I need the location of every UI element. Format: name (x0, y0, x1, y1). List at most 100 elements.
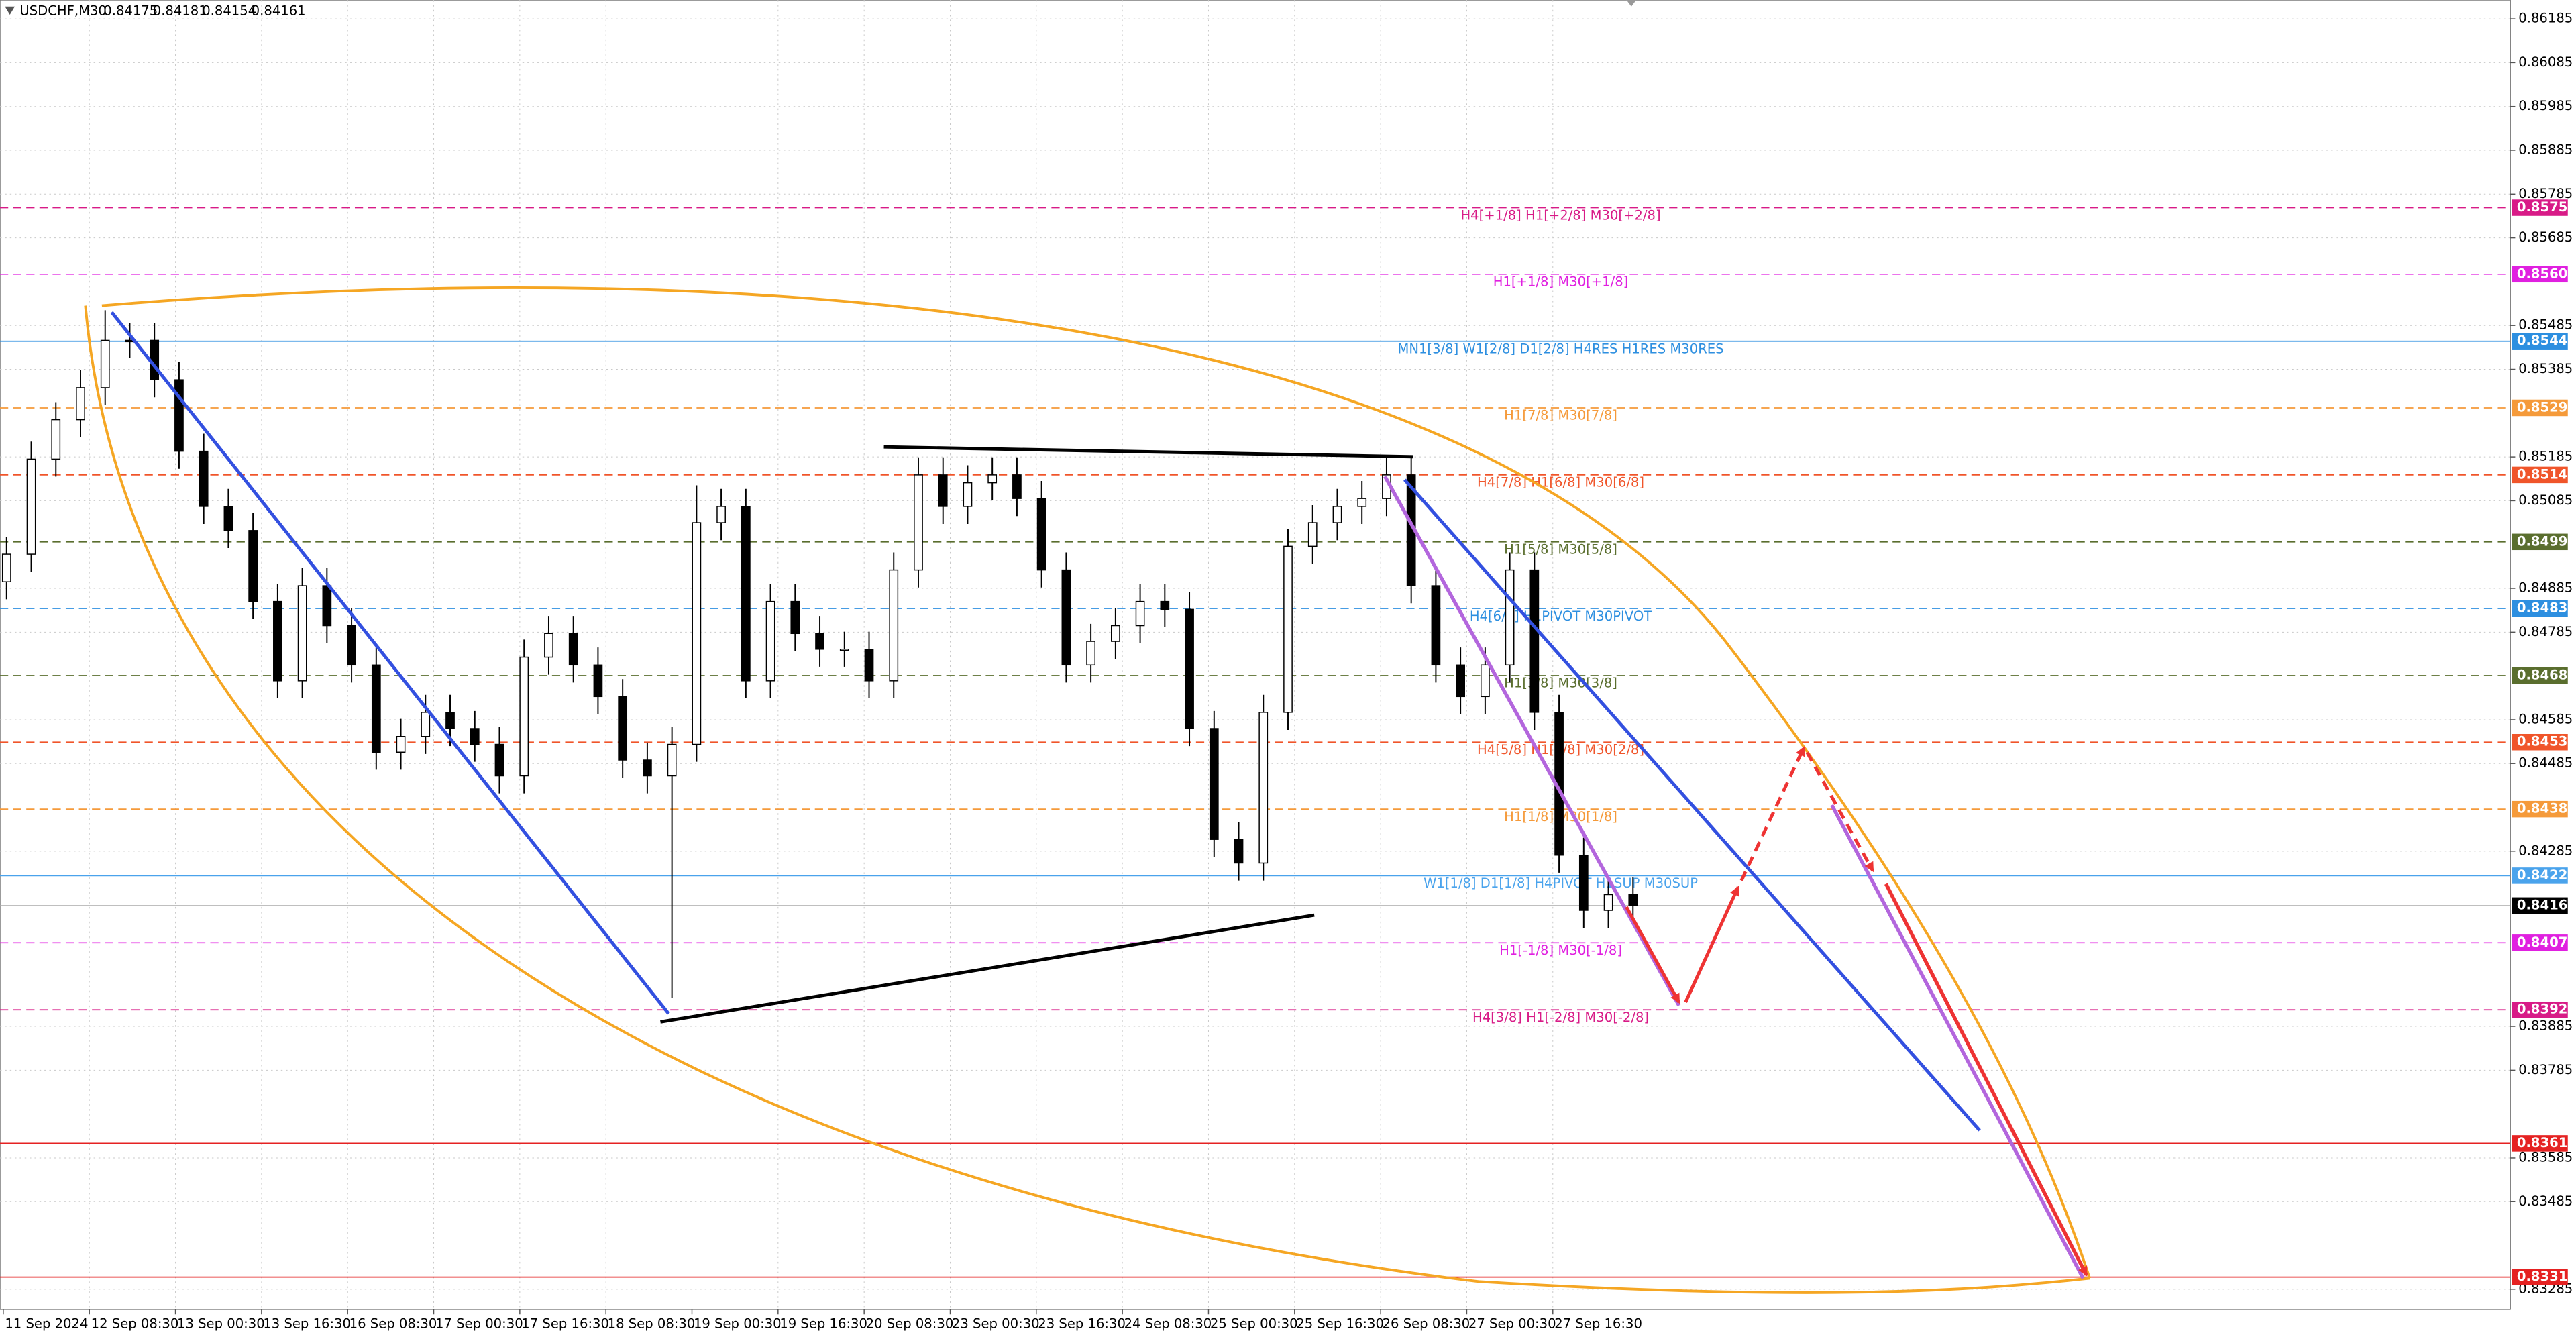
candle-body (199, 450, 209, 507)
y-tick-label: 0.84485 (2518, 755, 2573, 771)
candle-body (223, 506, 233, 531)
x-tick-label: 23 Sep 00:30 (952, 1316, 1040, 1331)
candle-body (1, 553, 11, 582)
candle-body (51, 419, 61, 460)
candle-body (1135, 600, 1145, 627)
candle-body (1086, 641, 1095, 666)
x-tick-label: 25 Sep 16:30 (1296, 1316, 1384, 1331)
candle-body (1332, 506, 1342, 523)
candle-body (692, 522, 702, 745)
arrow (1805, 751, 1874, 873)
x-tick-label: 17 Sep 00:30 (435, 1316, 523, 1331)
y-tick-label: 0.84885 (2518, 580, 2573, 596)
y-tick-label: 0.85085 (2518, 492, 2573, 508)
level-tag (2512, 266, 2568, 283)
level-label: H1[7/8] M30[7/8] (1504, 408, 1617, 423)
level-tag-label: 0.85602 (2517, 266, 2576, 281)
arrow (1684, 886, 1740, 1003)
trend-line (1383, 475, 1681, 1007)
level-tag (2512, 1001, 2568, 1018)
level-tag (2512, 199, 2568, 216)
candle-body (1578, 854, 1589, 911)
level-tag-label: 0.85754 (2517, 199, 2576, 215)
shift-marker (1626, 0, 1637, 7)
y-tick-label: 0.83885 (2518, 1018, 2573, 1034)
candle-body (1061, 569, 1071, 666)
level-tag-label: 0.84839 (2517, 600, 2576, 616)
arrow (1884, 883, 2088, 1277)
candle-body (741, 506, 751, 682)
candle-body (396, 736, 406, 753)
level-tag (2512, 667, 2568, 684)
candle-body (815, 633, 824, 650)
level-label: H1[3/8] M30[3/8] (1504, 676, 1617, 691)
x-tick-label: 26 Sep 08:30 (1383, 1316, 1470, 1331)
menu-icon[interactable] (5, 6, 15, 15)
level-label: H1[5/8] M30[5/8] (1504, 542, 1617, 557)
x-tick-label: 17 Sep 16:30 (521, 1316, 609, 1331)
candle-body (643, 759, 652, 777)
candle-body (1357, 498, 1367, 507)
y-tick-label: 0.85685 (2518, 229, 2573, 245)
levels: H4[+1/8] H1[+2/8] M30[+2/8] H1[+1/8] M30[… (0, 207, 2511, 1278)
header-price: 0.84175 (103, 3, 158, 19)
candle-body (1036, 498, 1046, 571)
candle-body (174, 379, 184, 452)
y-tick-label: 0.85185 (2518, 449, 2573, 464)
candle-body (1283, 545, 1293, 713)
candle-body (322, 585, 332, 627)
x-tick-label: 24 Sep 08:30 (1124, 1316, 1212, 1331)
candle-body (347, 625, 356, 666)
candle-body (963, 482, 973, 507)
y-tick-label: 0.84585 (2518, 711, 2573, 727)
header-price: 0.84161 (252, 3, 306, 19)
candle-body (544, 633, 553, 658)
level-tag-label: 0.84991 (2517, 533, 2576, 549)
level-label: H4[7/8] H1[6/8] M30[6/8] (1477, 475, 1644, 490)
y-tick-label: 0.85485 (2518, 317, 2573, 333)
candle-body (1456, 664, 1465, 698)
x-tick-label: 23 Sep 16:30 (1038, 1316, 1126, 1331)
candle-body (987, 474, 998, 484)
candle-body (248, 530, 258, 602)
orange-arc (101, 286, 2091, 1279)
candle-body (76, 387, 85, 421)
candle-body (1628, 894, 1638, 906)
x-tick-label: 18 Sep 08:30 (608, 1316, 696, 1331)
y-tick-label: 0.85785 (2518, 186, 2573, 201)
x-tick-label: 12 Sep 08:30 (91, 1316, 179, 1331)
level-label: W1[1/8] D1[1/8] H4PIVOT H1SUP M30SUP (1424, 875, 1698, 891)
x-tick-label: 25 Sep 00:30 (1210, 1316, 1298, 1331)
level-tag-label: 0.85144 (2517, 466, 2576, 482)
trend-line (110, 311, 670, 1015)
level-label: H1[-1/8] M30[-1/8] (1499, 943, 1622, 958)
level-tag-label: 0.83923 (2517, 1002, 2576, 1017)
candle-body (100, 339, 110, 388)
candle-body (1505, 569, 1515, 666)
orange-arc (84, 305, 2090, 1294)
candle-body (1209, 728, 1219, 840)
candle-body (839, 649, 849, 651)
candle-body (1603, 894, 1613, 911)
candle-body (371, 664, 381, 753)
candle-body (1258, 712, 1269, 864)
level-label: H4[6/8] H1PIVOT M30PIVOT (1470, 608, 1652, 624)
x-tick-label: 27 Sep 16:30 (1554, 1316, 1642, 1331)
level-label: H1[+1/8] M30[+1/8] (1493, 274, 1629, 290)
trend-line (1830, 804, 2085, 1279)
y-tick-label: 0.83485 (2518, 1193, 2573, 1209)
y-tick-label: 0.84285 (2518, 843, 2573, 858)
drawings (84, 286, 2091, 1294)
candle-body (1160, 600, 1170, 610)
level-tag-label: 0.83618 (2517, 1135, 2576, 1150)
candle-body (273, 600, 282, 682)
candle-body (1481, 664, 1490, 698)
candle-body (494, 743, 504, 777)
trend-line (660, 913, 1315, 1024)
level-tag (2512, 934, 2568, 951)
level-tag-label: 0.85297 (2517, 399, 2576, 415)
y-tick-label: 0.86085 (2518, 54, 2573, 70)
